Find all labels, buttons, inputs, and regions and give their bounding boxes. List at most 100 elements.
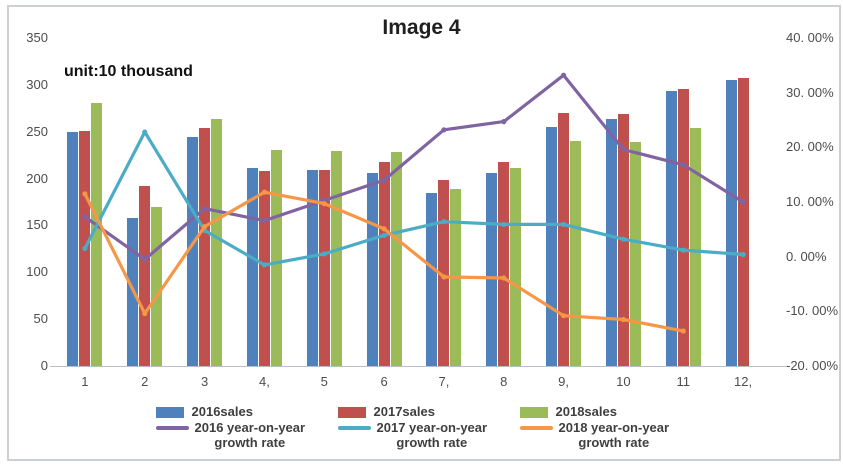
marker-2017 year-on-year growth rate (560, 221, 567, 228)
marker-2017 year-on-year growth rate (740, 251, 746, 258)
left-axis-tick-300: 300 (26, 76, 48, 92)
legend-swatch-2016sales (155, 407, 184, 418)
left-axis-tick-200: 200 (26, 170, 48, 186)
x-axis-label-6: 6 (380, 374, 388, 389)
right-axis-tick-20: 20. 00% (786, 139, 834, 155)
left-axis-tick-350: 350 (26, 30, 48, 45)
legend-item-2017sales: 2017sales (337, 404, 506, 419)
marker-2018 year-on-year growth rate (321, 201, 327, 207)
x-axis-label-3: 3 (200, 374, 209, 389)
bar-2018sales-month-4 (270, 149, 282, 366)
right-axis-tick-30: 30. 00% (786, 84, 834, 100)
bar-2016sales-month-12 (725, 80, 737, 366)
left-axis-tick-150: 150 (26, 217, 48, 233)
legend-item-2017 year-on-year growth rate: 2017 year-on-year growth rate (337, 420, 506, 450)
bar-2016sales-month-6 (366, 172, 378, 366)
marker-2016 year-on-year growth rate (441, 127, 447, 133)
marker-2017 year-on-year growth rate (381, 232, 387, 238)
right-axis-tick-10: 10. 00% (786, 194, 834, 209)
marker-2018 year-on-year growth rate (501, 275, 507, 281)
bar-2018sales-month-3 (211, 118, 223, 366)
bar-2018sales-month-10 (629, 142, 641, 366)
legend-label-2018sales: 2018sales (555, 404, 617, 419)
bar-2016sales-month-10 (605, 118, 617, 366)
right-axis-tick-0: 0. 00% (786, 248, 827, 264)
marker-2018 year-on-year growth rate (560, 313, 567, 319)
left-axis-tick-250: 250 (26, 123, 48, 139)
x-axis-label-5: 5 (320, 374, 328, 389)
unit-label: unit:10 thousand (64, 63, 193, 80)
growth-rate-lines (82, 72, 746, 334)
bar-2017sales-month-12 (737, 78, 749, 366)
marker-2018 year-on-year growth rate (201, 224, 208, 230)
marker-2017 year-on-year growth rate (680, 247, 686, 253)
bar-2016sales-month-3 (187, 137, 199, 366)
legend-label-2017 year-on-year growth rate: 2017 year-on-year growth rate (376, 420, 488, 450)
legend-column-1: 2016sales 2016 year-on-year growth rate (155, 404, 324, 451)
marker-2016 year-on-year growth rate (381, 177, 387, 183)
line-2016 year-on-year growth rate (83, 73, 745, 261)
bar-2018sales-month-5 (330, 151, 342, 366)
marker-2017 year-on-year growth rate (620, 236, 627, 242)
left-axis-tick-50: 50 (33, 311, 48, 327)
legend-label-2018 year-on-year growth rate: 2018 year-on-year growth rate (558, 420, 670, 450)
legend: 2016sales 2016 year-on-year growth rate 201… (0, 404, 843, 451)
bar-2018sales-month-8 (510, 168, 522, 366)
bar-2018sales-month-2 (151, 206, 163, 366)
legend-swatch-2018 year-on-year growth rate (519, 426, 553, 430)
right-axis-tick-40: 40. 00% (786, 30, 834, 45)
marker-2018 year-on-year growth rate (441, 274, 447, 280)
legend-column-2: 2017sales 2017 year-on-year growth rate (337, 404, 506, 451)
marker-2017 year-on-year growth rate (321, 251, 327, 257)
legend-item-2016 year-on-year growth rate: 2016 year-on-year growth rate (155, 420, 324, 450)
marker-2017 year-on-year growth rate (441, 219, 447, 225)
marker-2018 year-on-year growth rate (381, 226, 387, 232)
marker-2017 year-on-year growth rate (501, 221, 507, 228)
marker-2016 year-on-year growth rate (740, 199, 746, 205)
bar-2016sales-month-5 (306, 170, 318, 366)
right-axis-tick--20: -20. 00% (786, 358, 839, 373)
bar-2017sales-month-11 (677, 88, 689, 366)
marker-2017 year-on-year growth rate (82, 245, 88, 252)
legend-swatch-2017sales (337, 407, 366, 418)
bar-2018sales-month-1 (91, 102, 103, 366)
legend-label-2016 year-on-year growth rate: 2016 year-on-year growth rate (194, 420, 306, 450)
marker-2017 year-on-year growth rate (261, 262, 268, 268)
line-2018 year-on-year growth rate (83, 190, 685, 333)
marker-2016 year-on-year growth rate (261, 217, 268, 224)
plot-area (55, 38, 773, 366)
x-axis-label-11: 11 (676, 374, 690, 389)
x-axis-label-7: 7, (438, 374, 450, 389)
legend-column-3: 2018sales 2018 year-on-year growth rate (519, 404, 688, 451)
legend-item-2018 year-on-year growth rate: 2018 year-on-year growth rate (519, 420, 688, 450)
left-axis-tick-100: 100 (26, 264, 48, 280)
marker-2018 year-on-year growth rate (142, 310, 148, 317)
legend-swatch-2018sales (519, 407, 548, 418)
legend-label-2017sales: 2017sales (373, 404, 435, 419)
x-axis-label-8: 8 (500, 374, 508, 389)
marker-2016 year-on-year growth rate (501, 119, 507, 125)
legend-item-2016sales: 2016sales (155, 404, 324, 419)
marker-2017 year-on-year growth rate (142, 129, 148, 135)
bar-2016sales-month-8 (486, 172, 498, 366)
bar-2018sales-month-11 (689, 127, 701, 366)
marker-2016 year-on-year growth rate (142, 256, 148, 262)
marker-2016 year-on-year growth rate (680, 162, 686, 168)
marker-2018 year-on-year growth rate (620, 316, 627, 323)
legend-label-2016sales: 2016sales (191, 404, 253, 419)
x-axis-line (50, 366, 787, 367)
bar-2016sales-month-4 (246, 168, 258, 366)
bar-2017sales-month-5 (318, 170, 330, 366)
bar-2016sales-month-1 (67, 131, 79, 366)
bar-2017sales-month-8 (498, 161, 510, 366)
x-axis-label-2: 2 (141, 374, 149, 389)
bar-2017sales-month-9 (558, 112, 570, 366)
legend-item-2018sales: 2018sales (519, 404, 688, 419)
x-axis-label-12: 12, (734, 374, 753, 389)
bar-2016sales-month-11 (665, 91, 677, 366)
bar-2018sales-month-9 (570, 141, 582, 366)
chart-title: Image 4 (382, 16, 461, 39)
bar-2017sales-month-4 (258, 171, 270, 366)
legend-swatch-2016 year-on-year growth rate (155, 426, 189, 430)
